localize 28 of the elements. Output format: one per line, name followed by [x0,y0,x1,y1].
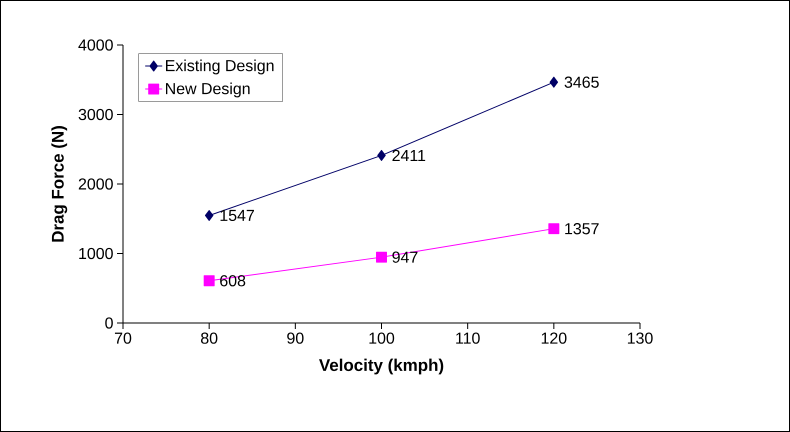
legend-label: New Design [166,82,250,98]
y-tick-label: 0 [105,317,113,329]
point [548,223,560,234]
point [204,275,215,286]
data-label: 1547 [220,210,254,222]
x-tick-label: 90 [287,332,304,344]
data-label: 608 [220,275,246,286]
y-tick-label: 3000 [78,108,113,120]
x-tick-label: 130 [628,332,653,344]
point [204,210,214,221]
y-axis-title: Drag Force (N) [51,126,68,242]
x-tick-label: 70 [114,332,132,344]
point [376,252,387,263]
x-tick-label: 100 [369,332,394,344]
x-tick-label: 120 [542,332,566,344]
x-axis-title: Velocity (kmph) [319,358,444,374]
data-label: 1357 [565,223,599,234]
data-label: 3465 [564,76,599,88]
data-label: 2411 [392,150,426,161]
y-tick-label: 2000 [78,178,113,190]
legend-label: Existing Design [166,60,274,74]
x-tick-label: 110 [456,332,480,344]
y-tick-label: 4000 [78,39,113,51]
data-label: 947 [392,252,418,263]
point [377,150,386,161]
y-tick-label: 1000 [79,248,113,260]
x-tick-label: 80 [200,332,218,344]
point [550,76,558,88]
